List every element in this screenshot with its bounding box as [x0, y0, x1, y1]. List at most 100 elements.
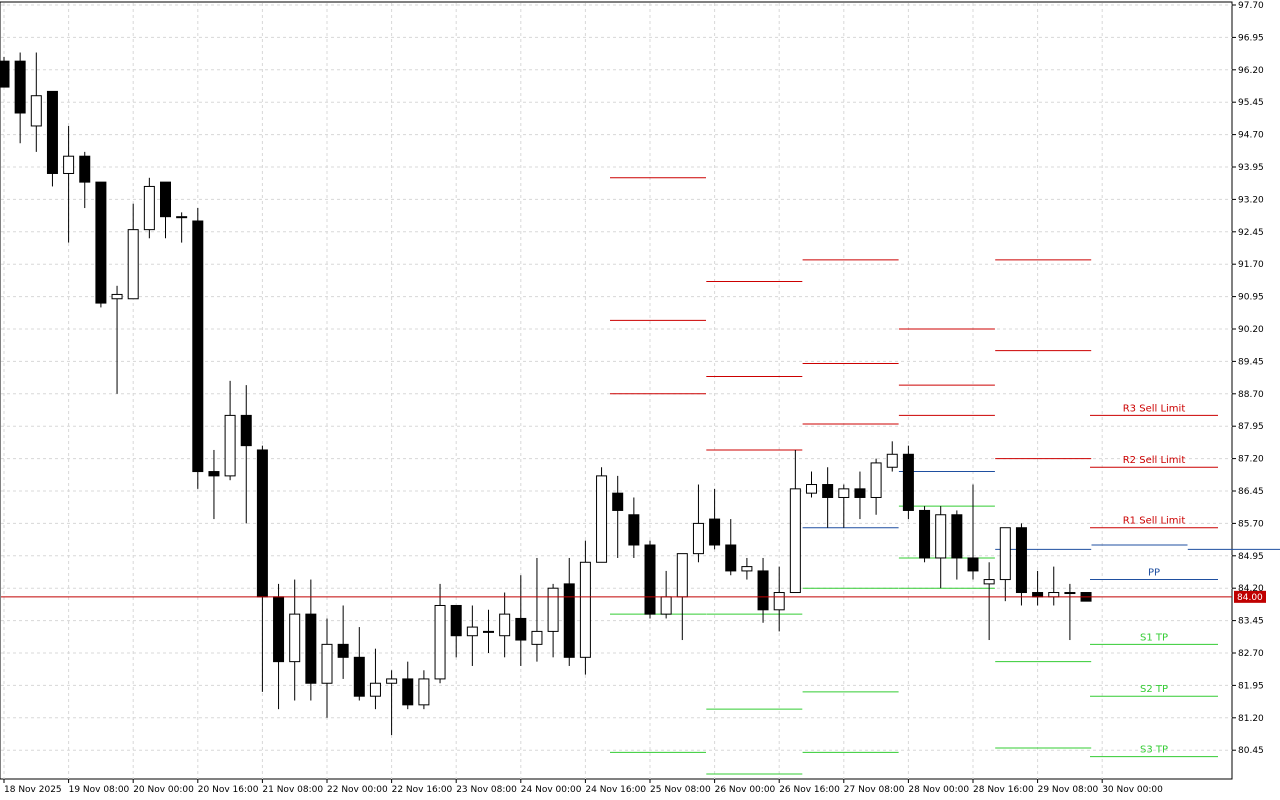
- candle-body: [1064, 592, 1076, 595]
- candle-body: [466, 626, 478, 637]
- current-price-label: 84.00: [1237, 593, 1263, 603]
- candle-body: [628, 514, 640, 546]
- candle-body: [709, 518, 721, 546]
- candle-body: [967, 557, 979, 572]
- x-tick-label: 22 Nov 16:00: [392, 785, 453, 795]
- y-tick-label: 96.20: [1238, 66, 1264, 76]
- y-tick-label: 84.20: [1238, 584, 1264, 594]
- y-tick-label: 93.20: [1238, 195, 1264, 205]
- x-tick-label: 20 Nov 16:00: [198, 785, 259, 795]
- x-tick-label: 28 Nov 16:00: [973, 785, 1034, 795]
- x-axis: 18 Nov 2025 19 Nov 08:00 20 Nov 00:00 20 No…: [3, 779, 1163, 795]
- x-tick-label: 28 Nov 00:00: [908, 785, 969, 795]
- candle-body: [596, 475, 608, 563]
- candle-body: [919, 509, 931, 559]
- candle-body: [789, 488, 801, 594]
- y-tick-label: 93.95: [1238, 163, 1264, 173]
- y-tick-label: 88.70: [1238, 390, 1264, 400]
- y-tick-label: 87.20: [1238, 455, 1264, 465]
- y-tick-label: 91.70: [1238, 260, 1264, 270]
- level-label: R1 Sell Limit: [1123, 516, 1186, 527]
- x-tick-label: 23 Nov 08:00: [456, 785, 517, 795]
- candle-body: [660, 596, 672, 615]
- y-tick-label: 82.70: [1238, 649, 1264, 659]
- y-tick-label: 89.45: [1238, 357, 1264, 367]
- plot-area: [0, 1, 1233, 780]
- y-tick-label: 81.20: [1238, 714, 1264, 724]
- y-tick-label: 96.95: [1238, 33, 1264, 43]
- candle-body: [499, 613, 511, 637]
- candle-body: [1032, 592, 1044, 598]
- candle-body: [531, 630, 543, 645]
- x-tick-label: 26 Nov 00:00: [715, 785, 776, 795]
- candle-body: [143, 185, 155, 231]
- y-tick-label: 97.70: [1238, 1, 1264, 11]
- candle-body: [95, 181, 107, 304]
- x-tick-label: 24 Nov 00:00: [521, 785, 582, 795]
- candle-body: [806, 484, 817, 494]
- level-label: S3 TP: [1140, 745, 1168, 756]
- y-axis: 97.70 96.95 96.20 95.45 94.70 93.95 93.20 92.45…: [1232, 1, 1264, 756]
- candle-body: [79, 155, 91, 183]
- candle-body: [192, 220, 204, 473]
- candle-body: [127, 229, 139, 300]
- x-tick-label: 30 Nov 00:00: [1102, 785, 1163, 795]
- grid-layer: [1, 3, 1232, 779]
- candle-body: [369, 682, 381, 697]
- candle-body: [612, 492, 624, 511]
- y-tick-label: 90.95: [1238, 293, 1264, 303]
- y-tick-label: 84.95: [1238, 552, 1264, 562]
- candle-body: [337, 643, 349, 658]
- x-tick-label: 22 Nov 00:00: [327, 785, 388, 795]
- candle-body: [450, 604, 462, 637]
- level-labels: R3 Sell Limit R2 Sell Limit R1 Sell Limit P…: [1090, 403, 1218, 758]
- candle-body: [46, 90, 58, 174]
- y-tick-label: 95.45: [1238, 98, 1264, 108]
- candle-body: [983, 579, 995, 585]
- candle-body: [386, 678, 398, 684]
- candle-body: [289, 613, 301, 663]
- candle-body: [1048, 592, 1060, 598]
- candle-body: [434, 604, 446, 680]
- x-tick-label: 19 Nov 08:00: [69, 785, 130, 795]
- candle-body: [854, 488, 866, 498]
- level-label: R2 Sell Limit: [1123, 455, 1186, 466]
- candle-body: [999, 527, 1011, 581]
- level-label: R3 Sell Limit: [1123, 403, 1186, 414]
- candle-body: [402, 678, 414, 706]
- y-tick-label: 92.45: [1238, 228, 1264, 238]
- x-tick-label: 29 Nov 08:00: [1038, 785, 1099, 795]
- y-tick-label: 86.45: [1238, 487, 1264, 497]
- y-tick-label: 94.70: [1238, 131, 1264, 141]
- level-label: PP: [1148, 568, 1160, 579]
- candle-body: [0, 60, 10, 88]
- candle-body: [676, 553, 688, 598]
- candle-body: [111, 293, 123, 300]
- x-tick-label: 18 Nov 2025: [4, 785, 62, 795]
- level-label: S1 TP: [1140, 632, 1168, 643]
- current-price-tag: [1234, 590, 1266, 603]
- current-price: 84.00: [1, 590, 1266, 603]
- candle-body: [725, 544, 737, 572]
- candle-body: [160, 181, 171, 218]
- candle-body: [63, 155, 75, 174]
- candle-body: [773, 592, 785, 611]
- y-tick-label: 85.70: [1238, 519, 1264, 529]
- x-tick-label: 21 Nov 08:00: [262, 785, 323, 795]
- candle-body: [483, 630, 494, 633]
- candle-body: [30, 95, 42, 127]
- candle-body: [870, 462, 882, 498]
- candle-body: [822, 484, 834, 498]
- x-tick-label: 24 Nov 16:00: [585, 785, 646, 795]
- candle-body: [1015, 527, 1027, 594]
- y-tick-label: 87.95: [1238, 422, 1264, 432]
- candle-body: [757, 570, 769, 611]
- candle-body: [418, 678, 430, 706]
- candle-body: [208, 471, 220, 477]
- candle-body: [273, 596, 285, 663]
- pivot-levels: [610, 177, 1280, 775]
- candle-body: [176, 216, 188, 219]
- candle-body: [321, 643, 333, 684]
- candle-body: [14, 60, 26, 114]
